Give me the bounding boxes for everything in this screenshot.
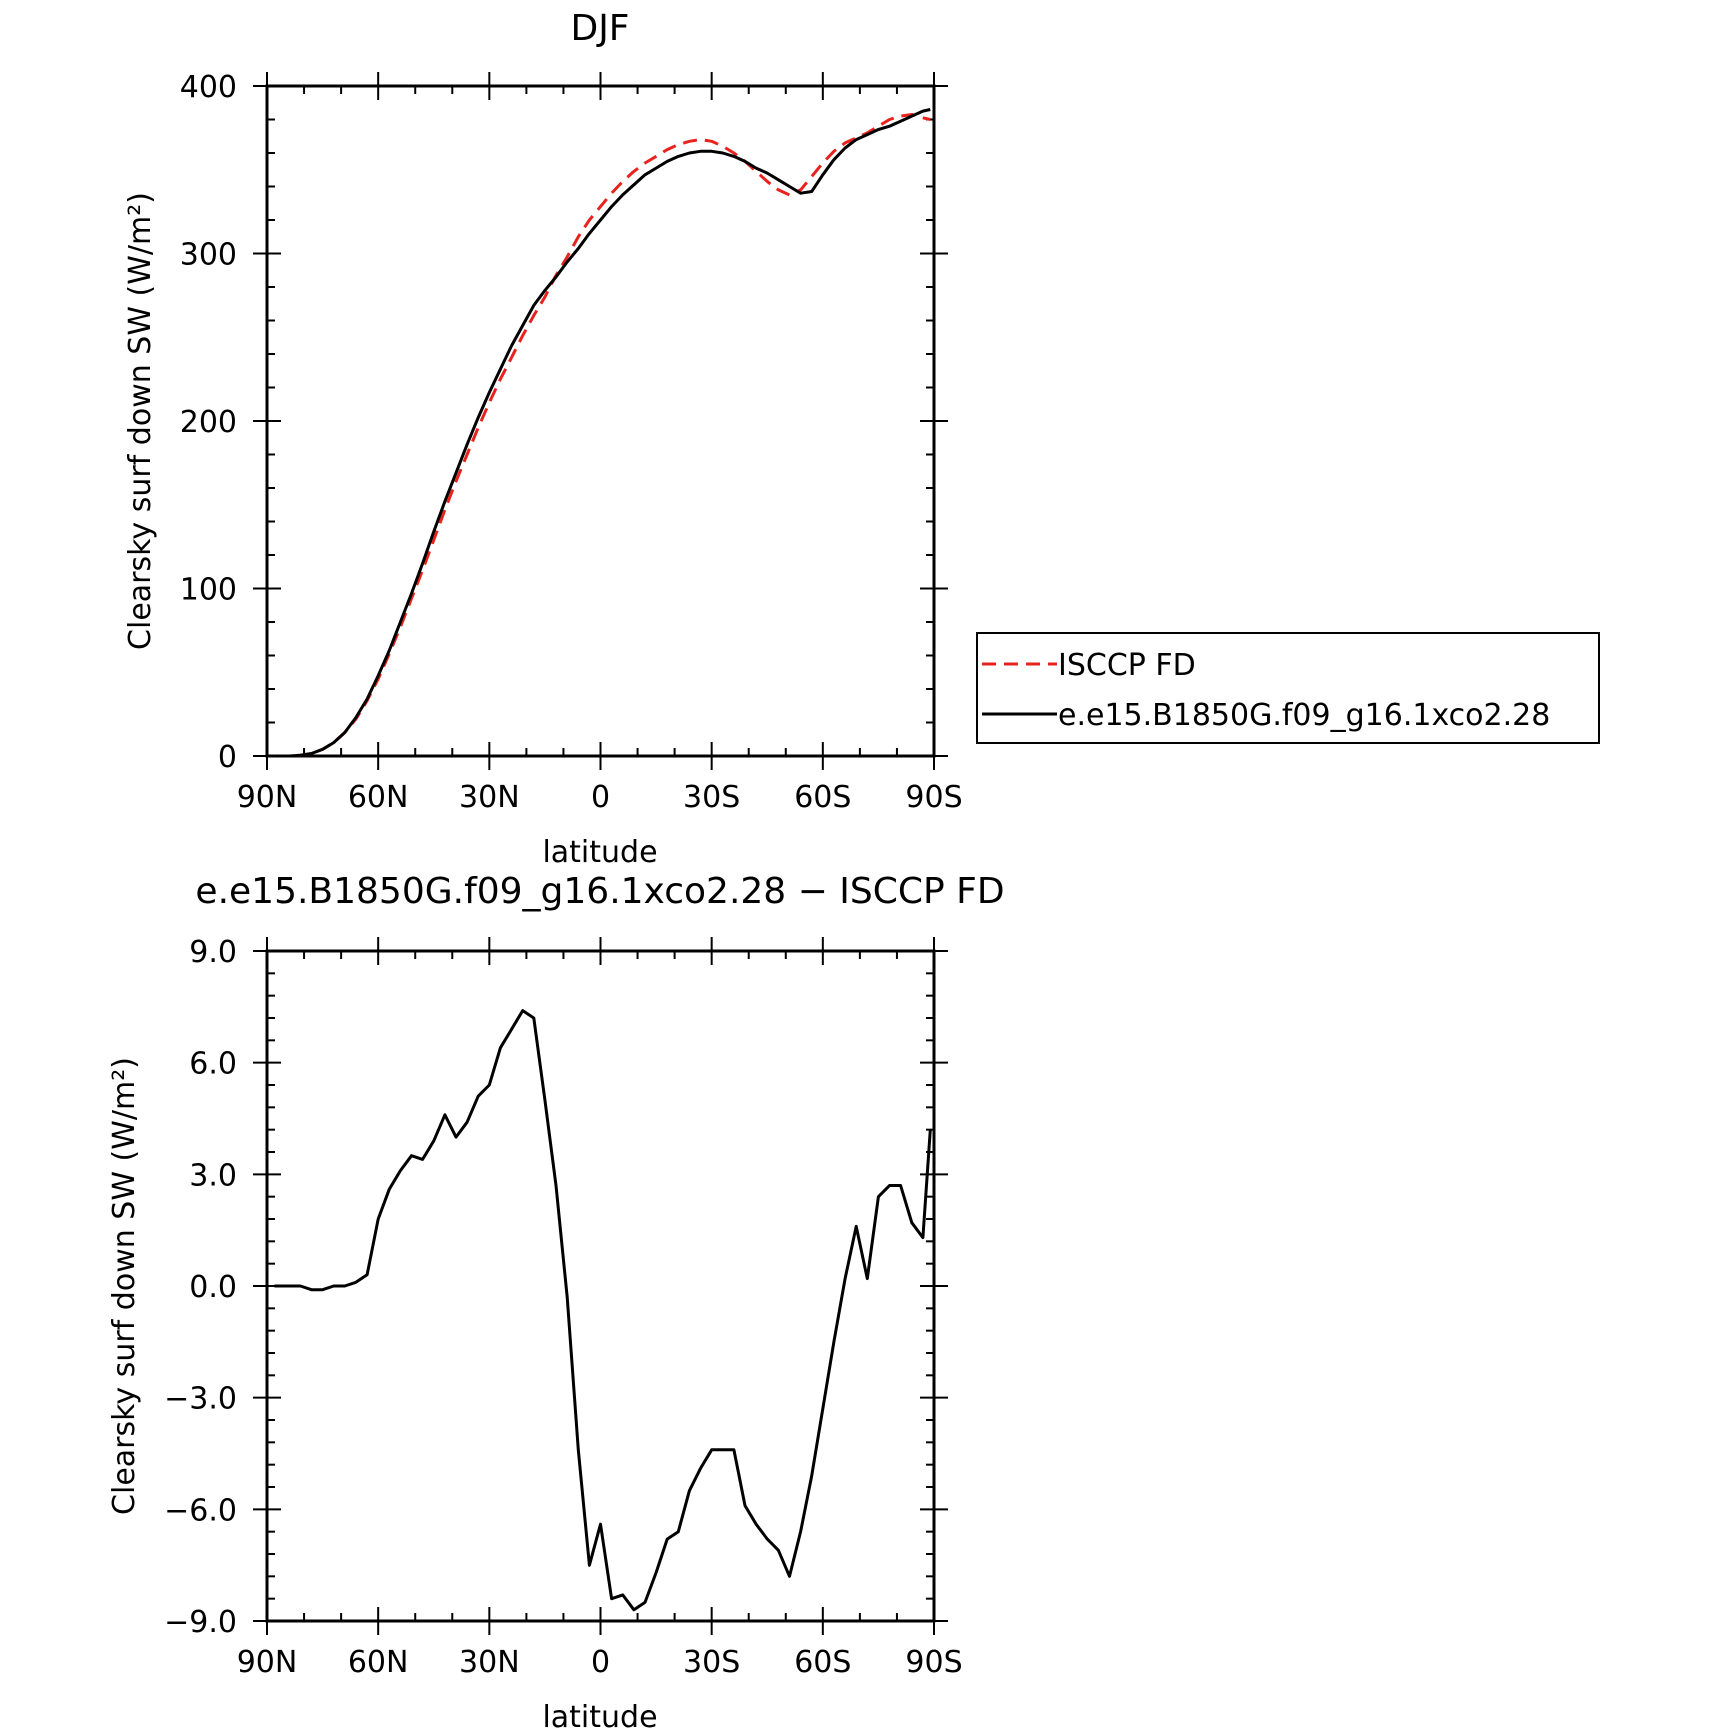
x-tick-label: 90S <box>905 780 962 815</box>
x-tick-label: 30N <box>459 780 520 815</box>
bottom-panel-ticks: 90N 60N 30N 0 30S 60S 90S −9.0 −6.0 −3.0 0.0 3.0 6.0… <box>164 935 962 1680</box>
y-tick-label: −9.0 <box>164 1605 237 1640</box>
bottom-panel-title: e.e15.B1850G.f09_g16.1xco2.28 − ISCCP FD <box>195 871 1004 912</box>
y-tick-label: 400 <box>180 70 237 105</box>
series-line-0 <box>274 113 931 758</box>
x-tick-label: 90S <box>905 1645 962 1680</box>
y-tick-label: 0.0 <box>189 1270 237 1305</box>
y-tick-label: −6.0 <box>164 1493 237 1528</box>
x-tick-label: 30S <box>683 780 740 815</box>
x-tick-label: 60N <box>348 1645 409 1680</box>
y-tick-label: 9.0 <box>189 935 237 970</box>
bottom-plot-frame <box>265 949 936 1623</box>
top-panel: DJF 90N 60N 30N 0 30S 60S 90S 0 100 200 300 400 lat… <box>123 8 1600 870</box>
bottom-x-axis-title: latitude <box>542 1700 657 1734</box>
series-line-1 <box>274 108 931 758</box>
legend-label-model: e.e15.B1850G.f09_g16.1xco2.28 <box>1058 698 1550 733</box>
y-tick-label: 100 <box>180 573 237 608</box>
legend: ISCCP FD e.e15.B1850G.f09_g16.1xco2.28 <box>976 632 1600 744</box>
x-tick-label: 90N <box>237 780 298 815</box>
x-tick-label: 30S <box>683 1645 740 1680</box>
y-tick-label: −3.0 <box>164 1382 237 1417</box>
bottom-panel: e.e15.B1850G.f09_g16.1xco2.28 − ISCCP FD… <box>107 871 1005 1734</box>
top-x-axis-title: latitude <box>542 835 657 870</box>
x-tick-label: 60S <box>794 1645 851 1680</box>
legend-box <box>976 632 1600 744</box>
series-line-0 <box>274 1009 932 1612</box>
x-tick-label: 0 <box>591 780 610 815</box>
y-tick-label: 200 <box>180 405 237 440</box>
top-plot-frame <box>265 84 936 758</box>
bottom-y-axis-title: Clearsky surf down SW (W/m²) <box>107 1057 142 1515</box>
x-tick-label: 30N <box>459 1645 520 1680</box>
y-tick-label: 0 <box>218 740 237 775</box>
top-panel-series <box>274 108 931 758</box>
top-panel-ticks: 90N 60N 30N 0 30S 60S 90S 0 100 200 300 400 <box>180 70 963 815</box>
bottom-panel-series <box>274 1009 932 1612</box>
top-y-axis-title: Clearsky surf down SW (W/m²) <box>123 192 158 650</box>
y-tick-label: 6.0 <box>189 1047 237 1082</box>
legend-label-isccp: ISCCP FD <box>1058 648 1196 683</box>
y-tick-label: 3.0 <box>189 1158 237 1193</box>
top-panel-title: DJF <box>570 8 629 49</box>
x-tick-label: 90N <box>237 1645 298 1680</box>
y-tick-label: 300 <box>180 238 237 273</box>
x-tick-label: 60S <box>794 780 851 815</box>
x-tick-label: 60N <box>348 780 409 815</box>
x-tick-label: 0 <box>591 1645 610 1680</box>
